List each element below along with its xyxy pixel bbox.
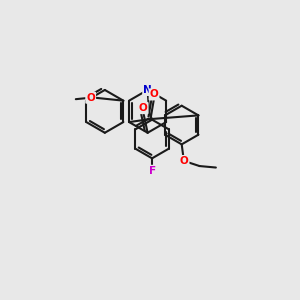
Text: O: O [180, 156, 188, 166]
Text: O: O [139, 103, 148, 113]
Text: O: O [86, 93, 95, 103]
Text: F: F [148, 166, 156, 176]
Text: N: N [143, 85, 152, 95]
Text: O: O [150, 89, 158, 99]
